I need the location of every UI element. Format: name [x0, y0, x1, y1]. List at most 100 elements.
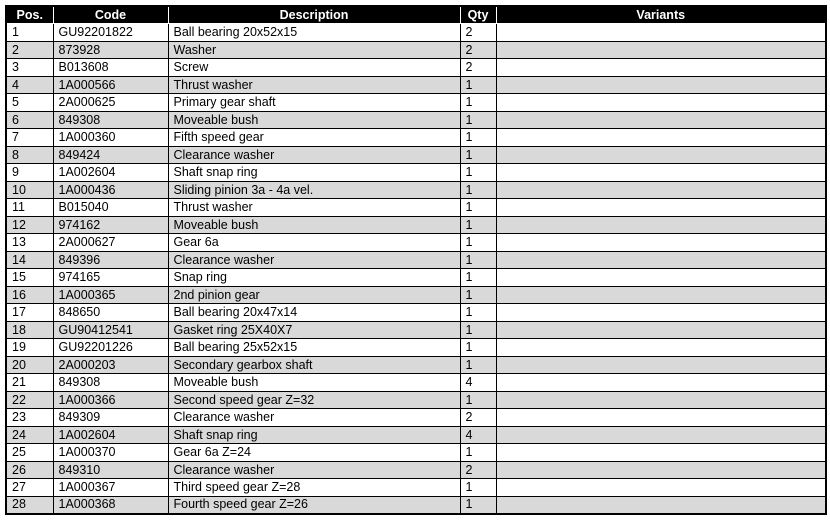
column-header-variants: Variants: [495, 5, 827, 24]
cell-code: 1A000436: [52, 180, 169, 199]
cell-qty: 4: [459, 373, 497, 392]
cell-pos: 10: [5, 180, 54, 199]
cell-pos: 21: [5, 373, 54, 392]
cell-description: Ball bearing 20x47x14: [167, 303, 461, 322]
table-row: 28 1A000368 Fourth speed gear Z=26 1: [5, 495, 827, 514]
cell-pos: 22: [5, 390, 54, 409]
cell-qty: 2: [459, 460, 497, 479]
cell-code: 849308: [52, 373, 169, 392]
cell-variants: [495, 443, 827, 462]
cell-code: 1A000367: [52, 478, 169, 497]
cell-description: Fifth speed gear: [167, 128, 461, 147]
cell-description: Clearance washer: [167, 408, 461, 427]
cell-pos: 26: [5, 460, 54, 479]
cell-description: Fourth speed gear Z=26: [167, 495, 461, 514]
parts-table: Pos. Code Description Qty Variants 1 GU922018…: [5, 5, 827, 515]
cell-qty: 2: [459, 408, 497, 427]
cell-description: Clearance washer: [167, 250, 461, 269]
cell-variants: [495, 215, 827, 234]
cell-description: Moveable bush: [167, 373, 461, 392]
cell-pos: 11: [5, 198, 54, 217]
cell-code: 1A002604: [52, 425, 169, 444]
table-header-row: Pos. Code Description Qty Variants: [5, 5, 827, 24]
table-row: 5 2A000625 Primary gear shaft 1: [5, 93, 827, 112]
cell-code: 2A000203: [52, 355, 169, 374]
table-row: 17 848650 Ball bearing 20x47x14 1: [5, 303, 827, 322]
cell-description: Shaft snap ring: [167, 163, 461, 182]
cell-code: GU90412541: [52, 320, 169, 339]
cell-qty: 1: [459, 215, 497, 234]
cell-pos: 13: [5, 233, 54, 252]
cell-variants: [495, 495, 827, 514]
table-row: 14 849396 Clearance washer 1: [5, 250, 827, 269]
cell-variants: [495, 93, 827, 112]
cell-variants: [495, 163, 827, 182]
cell-code: 849309: [52, 408, 169, 427]
cell-code: 1A000370: [52, 443, 169, 462]
column-header-description: Description: [167, 5, 461, 24]
cell-description: Shaft snap ring: [167, 425, 461, 444]
cell-code: 2A000625: [52, 93, 169, 112]
cell-variants: [495, 355, 827, 374]
cell-description: Ball bearing 20x52x15: [167, 23, 461, 42]
cell-pos: 2: [5, 40, 54, 59]
cell-pos: 8: [5, 145, 54, 164]
cell-description: Gasket ring 25X40X7: [167, 320, 461, 339]
cell-description: Third speed gear Z=28: [167, 478, 461, 497]
column-header-pos: Pos.: [5, 5, 54, 24]
table-row: 25 1A000370 Gear 6a Z=24 1: [5, 443, 827, 462]
table-row: 4 1A000566 Thrust washer 1: [5, 75, 827, 94]
table-row: 1 GU92201822 Ball bearing 20x52x15 2: [5, 23, 827, 42]
cell-qty: 1: [459, 93, 497, 112]
cell-qty: 1: [459, 443, 497, 462]
table-row: 10 1A000436 Sliding pinion 3a - 4a vel. 1: [5, 180, 827, 199]
table-row: 3 B013608 Screw 2: [5, 58, 827, 77]
cell-qty: 1: [459, 145, 497, 164]
cell-description: Snap ring: [167, 268, 461, 287]
cell-code: 2A000627: [52, 233, 169, 252]
cell-qty: 1: [459, 233, 497, 252]
cell-pos: 9: [5, 163, 54, 182]
cell-qty: 1: [459, 128, 497, 147]
cell-qty: 4: [459, 425, 497, 444]
cell-pos: 17: [5, 303, 54, 322]
cell-variants: [495, 233, 827, 252]
table-row: 9 1A002604 Shaft snap ring 1: [5, 163, 827, 182]
cell-variants: [495, 23, 827, 42]
table-row: 26 849310 Clearance washer 2: [5, 460, 827, 479]
cell-variants: [495, 180, 827, 199]
cell-code: GU92201226: [52, 338, 169, 357]
cell-variants: [495, 408, 827, 427]
table-row: 7 1A000360 Fifth speed gear 1: [5, 128, 827, 147]
cell-code: 849308: [52, 110, 169, 129]
table-row: 2 873928 Washer 2: [5, 40, 827, 59]
cell-code: 1A000360: [52, 128, 169, 147]
column-header-code: Code: [52, 5, 169, 24]
cell-description: Second speed gear Z=32: [167, 390, 461, 409]
cell-pos: 15: [5, 268, 54, 287]
cell-variants: [495, 285, 827, 304]
table-row: 15 974165 Snap ring 1: [5, 268, 827, 287]
cell-pos: 14: [5, 250, 54, 269]
table-row: 21 849308 Moveable bush 4: [5, 373, 827, 392]
cell-description: Thrust washer: [167, 198, 461, 217]
cell-code: GU92201822: [52, 23, 169, 42]
cell-variants: [495, 75, 827, 94]
cell-description: Secondary gearbox shaft: [167, 355, 461, 374]
cell-variants: [495, 40, 827, 59]
cell-pos: 3: [5, 58, 54, 77]
table-header: Pos. Code Description Qty Variants: [5, 5, 827, 24]
cell-description: Clearance washer: [167, 145, 461, 164]
cell-code: 1A002604: [52, 163, 169, 182]
cell-qty: 1: [459, 303, 497, 322]
cell-code: B013608: [52, 58, 169, 77]
cell-qty: 1: [459, 478, 497, 497]
cell-code: 1A000366: [52, 390, 169, 409]
cell-variants: [495, 250, 827, 269]
cell-qty: 1: [459, 320, 497, 339]
cell-pos: 1: [5, 23, 54, 42]
cell-pos: 24: [5, 425, 54, 444]
cell-pos: 28: [5, 495, 54, 514]
cell-qty: 1: [459, 338, 497, 357]
